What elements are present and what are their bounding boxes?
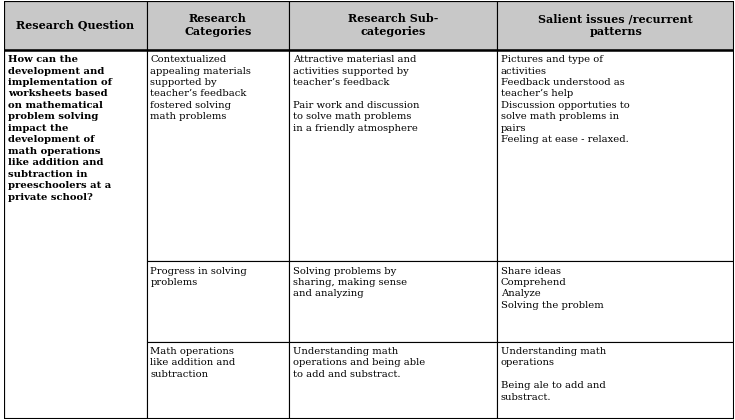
Text: Understanding math
operations and being able
to add and substract.: Understanding math operations and being …	[293, 347, 425, 379]
Bar	[289, 342, 497, 419]
Text: Understanding math
operations

Being ale to add and
substract.: Understanding math operations Being ale …	[501, 347, 606, 402]
Text: Contextualized
appealing materials
supported by
teacher’s feedback
fostered solv: Contextualized appealing materials suppo…	[150, 55, 251, 121]
Text: Research Sub-
categories: Research Sub- categories	[348, 13, 438, 37]
Text: Attractive materiasl and
activities supported by
teacher’s feedback

Pair work a: Attractive materiasl and activities supp…	[293, 55, 419, 133]
Bar	[497, 262, 734, 342]
Bar	[289, 1, 497, 50]
Bar	[289, 262, 497, 342]
Bar	[4, 50, 146, 419]
Bar	[146, 342, 289, 419]
Text: Share ideas
Comprehend
Analyze
Solving the problem: Share ideas Comprehend Analyze Solving t…	[501, 267, 603, 310]
Bar	[146, 1, 289, 50]
Bar	[289, 50, 497, 262]
Text: Salient issues /recurrent
patterns: Salient issues /recurrent patterns	[538, 13, 693, 37]
Bar	[497, 1, 734, 50]
Text: Progress in solving
problems: Progress in solving problems	[150, 267, 247, 287]
Text: Pictures and type of
activities
Feedback understood as
teacher’s help
Discussion: Pictures and type of activities Feedback…	[501, 55, 629, 144]
Bar	[497, 342, 734, 419]
Bar	[4, 1, 146, 50]
Text: Solving problems by
sharing, making sense
and analyzing: Solving problems by sharing, making sens…	[293, 267, 406, 299]
Bar	[146, 262, 289, 342]
Text: Research Question: Research Question	[16, 20, 135, 31]
Bar	[146, 50, 289, 262]
Text: How can the
development and
implementation of
worksheets based
on mathematical
p: How can the development and implementati…	[8, 55, 112, 202]
Bar	[497, 50, 734, 262]
Text: Math operations
like addition and
subtraction: Math operations like addition and subtra…	[150, 347, 235, 379]
Text: Research
Categories: Research Categories	[184, 13, 251, 37]
